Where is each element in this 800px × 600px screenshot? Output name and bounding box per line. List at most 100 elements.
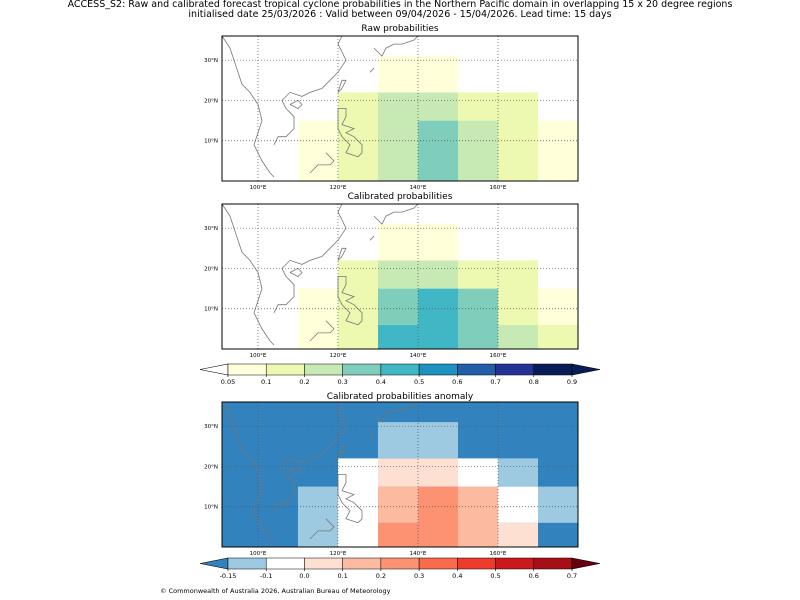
region-cell-13 — [378, 224, 458, 261]
probability-colorbar-swatch-0 — [227, 363, 267, 376]
region-cell-4 — [418, 92, 458, 121]
lat-tick-label: 10°N — [204, 307, 218, 313]
lat-tick-label: 20°N — [204, 98, 218, 104]
coastline-1 — [273, 203, 347, 313]
region-cell-9 — [498, 324, 538, 349]
coastline-5 — [309, 518, 335, 540]
probability-colorbar-swatch-6 — [457, 363, 496, 376]
coastline-3 — [337, 79, 347, 93]
map-frame — [221, 401, 579, 548]
anomaly-map: 30°N 20°N 10°N 100°E 120°E 140°E 160°E — [204, 401, 579, 557]
coastline-6 — [369, 433, 375, 439]
anomaly-colorbar-swatch-3 — [342, 557, 382, 570]
region-cell-12 — [538, 288, 578, 325]
lon-tick-label: 160°E — [490, 353, 507, 359]
anomaly-colorbar-tick-label: -0.15 — [220, 572, 237, 580]
region-cell-6 — [458, 92, 498, 121]
anomaly-colorbar-swatch-4 — [380, 557, 420, 570]
region-cell-7 — [458, 288, 498, 349]
region-cell-11 — [538, 324, 578, 349]
coastline-1 — [273, 35, 347, 145]
anomaly-colorbar-swatch-7 — [495, 557, 535, 570]
region-cell-2 — [378, 92, 418, 181]
anomaly-colorbar-swatch-5 — [418, 557, 458, 570]
lon-tick-label: 120°E — [330, 551, 347, 557]
region-cell-4 — [378, 458, 418, 487]
probability-colorbar-swatch-4 — [380, 363, 420, 376]
region-cell-3 — [378, 486, 418, 523]
coastline-3 — [337, 445, 347, 459]
probability-colorbar-tick-label: 0.2 — [299, 378, 309, 386]
lat-tick-label: 10°N — [204, 505, 218, 511]
probability-colorbar-tick-label: 0.1 — [261, 378, 271, 386]
region-cell-7 — [498, 92, 538, 181]
anomaly-colorbar-swatch-6 — [457, 557, 496, 570]
region-cell-0 — [298, 120, 338, 181]
coastline-0 — [221, 203, 275, 346]
anomaly-colorbar-over-arrow — [571, 557, 601, 570]
panel-raw-title: Raw probabilities — [361, 24, 439, 34]
lon-tick-label: 160°E — [490, 551, 507, 557]
probability-colorbar-swatch-7 — [495, 363, 535, 376]
anomaly-colorbar: -0.15 -0.1 0.0 0.1 0.2 0.3 0.4 0.5 0.6 0.7 — [199, 557, 601, 580]
region-cell-1 — [338, 260, 378, 349]
anomaly-colorbar-tick-label: 0.6 — [529, 572, 539, 580]
lon-tick-label: 100°E — [250, 353, 267, 359]
probability-colorbar-swatch-8 — [533, 363, 573, 376]
coastline-4 — [337, 276, 363, 326]
anomaly-colorbar-tick-label: 0.5 — [490, 572, 500, 580]
probability-colorbar-swatch-1 — [265, 363, 305, 376]
region-cell-6 — [418, 486, 458, 547]
anomaly-colorbar-swatch-0 — [227, 557, 267, 570]
anomaly-colorbar-tick-label: 0.3 — [414, 572, 424, 580]
probability-colorbar-tick-label: 0.4 — [376, 378, 386, 386]
probability-colorbar-tick-label: 0.6 — [452, 378, 462, 386]
lat-tick-label: 30°N — [204, 58, 218, 64]
coastline-7 — [373, 203, 419, 225]
region-cell-5 — [378, 422, 458, 459]
region-cell-5 — [418, 288, 458, 349]
probability-colorbar-tick-label: 0.8 — [529, 378, 539, 386]
lon-tick-label: 100°E — [250, 551, 267, 557]
coastline-2 — [289, 99, 303, 109]
region-cell-1 — [338, 92, 378, 181]
region-cell-0 — [298, 486, 338, 547]
panel-calibrated-title: Calibrated probabilities — [347, 192, 453, 202]
coastline-0 — [221, 35, 275, 178]
region-cell-3 — [378, 288, 418, 325]
probability-colorbar-tick-label: 0.5 — [414, 378, 424, 386]
anomaly-colorbar-swatch-8 — [533, 557, 573, 570]
coastline-6 — [369, 235, 375, 241]
probability-colorbar-swatch-2 — [304, 363, 343, 376]
coastline-2 — [289, 267, 303, 277]
probability-colorbar-tick-label: 0.9 — [567, 378, 577, 386]
probability-colorbar-tick-label: 0.05 — [221, 378, 235, 386]
region-cell-4 — [378, 260, 418, 289]
coastline-3 — [337, 247, 347, 261]
region-cell-8 — [458, 260, 498, 289]
region-cell-8 — [458, 486, 498, 547]
anomaly-colorbar-tick-label: 0.7 — [567, 572, 577, 580]
coastline-6 — [369, 67, 375, 73]
lat-tick-label: 30°N — [204, 424, 218, 430]
region-cell-10 — [498, 522, 538, 547]
probability-colorbar: 0.05 0.1 0.2 0.3 0.4 0.5 0.6 0.7 0.8 0.9 — [199, 363, 601, 386]
probability-colorbar-over-arrow — [571, 363, 601, 376]
region-cell-7 — [418, 458, 458, 487]
coastline-1 — [273, 401, 347, 511]
anomaly-colorbar-swatch-2 — [304, 557, 343, 570]
lat-tick-label: 20°N — [204, 266, 218, 272]
map-frame — [221, 203, 579, 350]
lon-tick-label: 140°E — [410, 353, 427, 359]
probability-colorbar-swatch-5 — [418, 363, 458, 376]
coastline-7 — [373, 35, 419, 57]
region-cell-9 — [458, 458, 498, 487]
figure-subtitle: initialised date 25/03/2026 : Valid betw… — [188, 9, 612, 20]
region-cell-3 — [418, 120, 458, 181]
region-cell-2 — [378, 324, 418, 349]
coastline-4 — [337, 108, 363, 158]
lon-tick-label: 100°E — [250, 185, 267, 191]
lat-tick-label: 30°N — [204, 226, 218, 232]
copyright-footer: © Commonwealth of Australia 2026, Austra… — [160, 587, 391, 595]
lat-tick-label: 20°N — [204, 464, 218, 470]
